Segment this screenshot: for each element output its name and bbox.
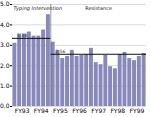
svg-text:Typing Intervention: Typing Intervention (14, 5, 63, 12)
svg-text:FY98: FY98 (110, 107, 125, 114)
svg-text:2.0: 2.0 (0, 62, 10, 69)
svg-text:4.0: 4.0 (0, 21, 10, 28)
svg-text:2.56: 2.56 (55, 49, 65, 54)
svg-text:3.34: 3.34 (17, 33, 27, 38)
svg-text:1.0: 1.0 (0, 82, 10, 89)
svg-text:Resistance: Resistance (85, 5, 112, 11)
svg-text:FY96: FY96 (72, 107, 87, 114)
svg-text:FY95: FY95 (53, 107, 68, 114)
svg-text:FY93: FY93 (15, 107, 30, 114)
svg-text:FY94: FY94 (34, 107, 49, 114)
svg-text:FY97: FY97 (91, 107, 106, 114)
svg-text:3.0: 3.0 (0, 41, 10, 48)
svg-text:0.0: 0.0 (0, 102, 10, 109)
svg-text:FY99: FY99 (130, 107, 145, 114)
svg-text:5.0: 5.0 (0, 0, 10, 7)
